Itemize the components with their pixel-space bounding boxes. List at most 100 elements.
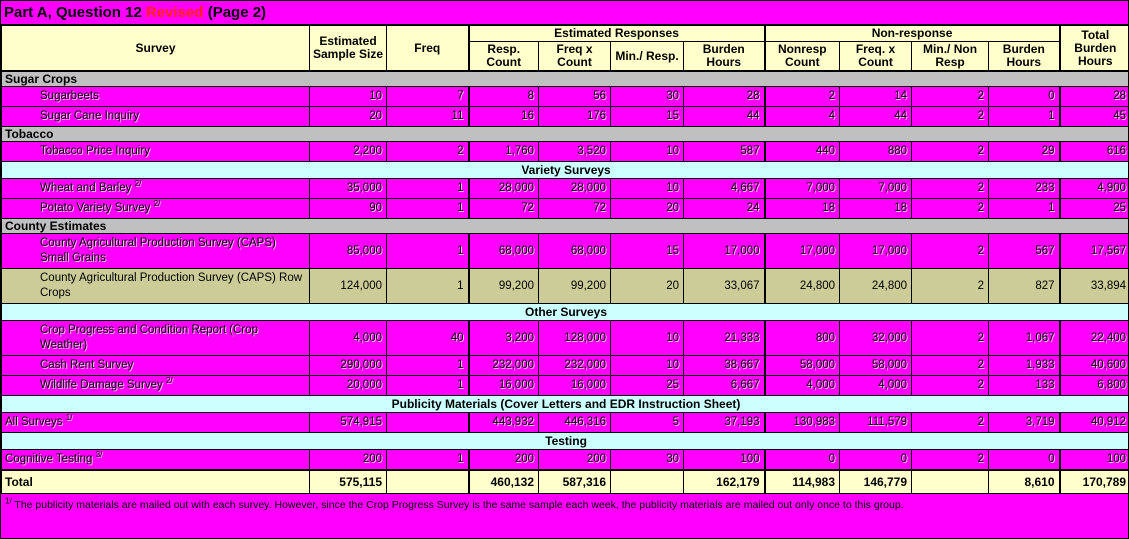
table-row: Tobacco Price Inquiry 2,200 2 1,760 3,520 10 5… bbox=[1, 141, 1128, 162]
value-cell: 25 bbox=[1058, 198, 1128, 219]
value-cell bbox=[911, 469, 990, 494]
value-cell: 7 bbox=[386, 86, 469, 107]
survey-name-cell: Sugar Cane Inquiry bbox=[1, 106, 310, 127]
value-cell: 30 bbox=[610, 86, 684, 107]
survey-name-cell: Potato Variety Survey 2/ bbox=[1, 198, 310, 219]
value-cell: 2 bbox=[911, 86, 990, 107]
section-header: County Estimates bbox=[1, 218, 1128, 234]
section-banner: Other Surveys bbox=[1, 303, 1128, 321]
title-prefix: Part A, Question 12 bbox=[4, 4, 146, 21]
value-cell: 20 bbox=[309, 106, 387, 127]
value-cell: 44 bbox=[682, 106, 766, 127]
value-cell: 28 bbox=[682, 86, 766, 107]
value-cell: 0 bbox=[988, 449, 1061, 471]
value-cell: 20,000 bbox=[309, 375, 387, 396]
value-cell: 440 bbox=[763, 141, 841, 162]
value-cell: 0 bbox=[839, 449, 913, 471]
value-cell: 1 bbox=[386, 355, 469, 376]
value-cell: 58,000 bbox=[839, 355, 913, 376]
value-cell: 72 bbox=[538, 198, 611, 219]
value-cell: 15 bbox=[610, 106, 684, 127]
value-cell: 100 bbox=[682, 449, 766, 471]
value-cell: 2 bbox=[911, 375, 990, 396]
value-cell: 2 bbox=[911, 198, 990, 219]
value-cell: 58,000 bbox=[763, 355, 841, 376]
value-cell: 45 bbox=[1058, 106, 1128, 127]
survey-name-cell: Sugarbeets bbox=[1, 86, 310, 107]
value-cell: 200 bbox=[538, 449, 611, 471]
survey-name-cell: Wildlife Damage Survey 2/ bbox=[1, 375, 310, 396]
table-body: Sugar Crops Sugarbeets 10 7 8 56 30 28 2 14 2 0 28 Su… bbox=[1, 70, 1128, 494]
table-row: Total 575,115 460,132 587,316 162,179 114,983… bbox=[1, 469, 1128, 494]
value-cell: 72 bbox=[467, 198, 539, 219]
value-cell: 68,000 bbox=[467, 233, 539, 269]
table-row: Sugarbeets 10 7 8 56 30 28 2 14 2 0 28 bbox=[1, 86, 1128, 107]
value-cell: 100 bbox=[1058, 449, 1128, 471]
value-cell: 2 bbox=[911, 106, 990, 127]
value-cell: 1 bbox=[386, 198, 469, 219]
value-cell: 14 bbox=[839, 86, 913, 107]
value-cell: 38,667 bbox=[682, 355, 766, 376]
col-header-total-burden: Total Burden Hours bbox=[1058, 26, 1128, 72]
value-cell: 4 bbox=[763, 106, 841, 127]
table-row: Publicity Materials (Cover Letters and E… bbox=[1, 395, 1128, 413]
value-cell: 162,179 bbox=[682, 469, 766, 494]
col-header-freq: Freq bbox=[386, 26, 469, 72]
value-cell: 21,333 bbox=[682, 320, 766, 356]
value-cell: 111,579 bbox=[839, 412, 913, 433]
page-title: Part A, Question 12 Revised (Page 2) bbox=[1, 1, 1128, 26]
value-cell: 2 bbox=[911, 412, 990, 433]
value-cell: 3,520 bbox=[538, 141, 611, 162]
value-cell: 33,894 bbox=[1058, 268, 1128, 304]
value-cell: 15 bbox=[610, 233, 684, 269]
value-cell: 17,567 bbox=[1058, 233, 1128, 269]
table-row: County Agricultural Production Survey (C… bbox=[1, 268, 1128, 304]
table-row: Sugar Cane Inquiry 20 11 16 176 15 44 4 44 2 1 45 bbox=[1, 106, 1128, 127]
value-cell: 124,000 bbox=[309, 268, 387, 304]
col-header-nonresp-count: Nonresp Count bbox=[763, 41, 841, 72]
footnote: 1/ The publicity materials are mailed ou… bbox=[1, 494, 1128, 513]
value-cell: 290,000 bbox=[309, 355, 387, 376]
col-header-survey: Survey bbox=[1, 26, 310, 72]
value-cell: 28,000 bbox=[467, 178, 539, 199]
value-cell: 3,719 bbox=[988, 412, 1061, 433]
footnote-reference: 1/ bbox=[65, 413, 73, 423]
survey-name-cell: Total bbox=[1, 469, 310, 494]
value-cell: 28,000 bbox=[538, 178, 611, 199]
value-cell: 20 bbox=[610, 198, 684, 219]
value-cell: 90 bbox=[309, 198, 387, 219]
value-cell: 33,067 bbox=[682, 268, 766, 304]
value-cell: 2 bbox=[911, 233, 990, 269]
value-cell: 28 bbox=[1058, 86, 1128, 107]
table-row: Testing bbox=[1, 432, 1128, 450]
value-cell: 11 bbox=[386, 106, 469, 127]
footnote-reference: 2/ bbox=[153, 199, 161, 209]
value-cell: 130,983 bbox=[763, 412, 841, 433]
col-header-resp-count: Resp. Count bbox=[467, 41, 539, 72]
value-cell: 2,200 bbox=[309, 141, 387, 162]
value-cell: 587 bbox=[682, 141, 766, 162]
survey-name-cell: Tobacco Price Inquiry bbox=[1, 141, 310, 162]
value-cell: 17,000 bbox=[682, 233, 766, 269]
value-cell: 16,000 bbox=[538, 375, 611, 396]
value-cell: 22,400 bbox=[1058, 320, 1128, 356]
survey-name-cell: All Surveys 1/ bbox=[1, 412, 310, 433]
value-cell: 0 bbox=[988, 86, 1061, 107]
col-header-min-resp: Min./ Resp. bbox=[610, 41, 684, 72]
survey-name-cell: County Agricultural Production Survey (C… bbox=[1, 233, 310, 269]
value-cell: 32,000 bbox=[839, 320, 913, 356]
value-cell: 170,789 bbox=[1058, 469, 1128, 494]
value-cell: 1 bbox=[386, 178, 469, 199]
value-cell: 2 bbox=[386, 141, 469, 162]
value-cell: 6,667 bbox=[682, 375, 766, 396]
value-cell: 1 bbox=[386, 375, 469, 396]
value-cell: 574,915 bbox=[309, 412, 387, 433]
table-row: Other Surveys bbox=[1, 303, 1128, 321]
value-cell: 0 bbox=[763, 449, 841, 471]
value-cell: 4,900 bbox=[1058, 178, 1128, 199]
table-row: All Surveys 1/574,915 443,932 446,316 5 37,1… bbox=[1, 412, 1128, 433]
value-cell: 176 bbox=[538, 106, 611, 127]
survey-name-cell: Crop Progress and Condition Report (Crop… bbox=[1, 320, 310, 356]
col-header-min-nonresp: Min./ Non Resp bbox=[911, 41, 990, 72]
value-cell: 37,193 bbox=[682, 412, 766, 433]
